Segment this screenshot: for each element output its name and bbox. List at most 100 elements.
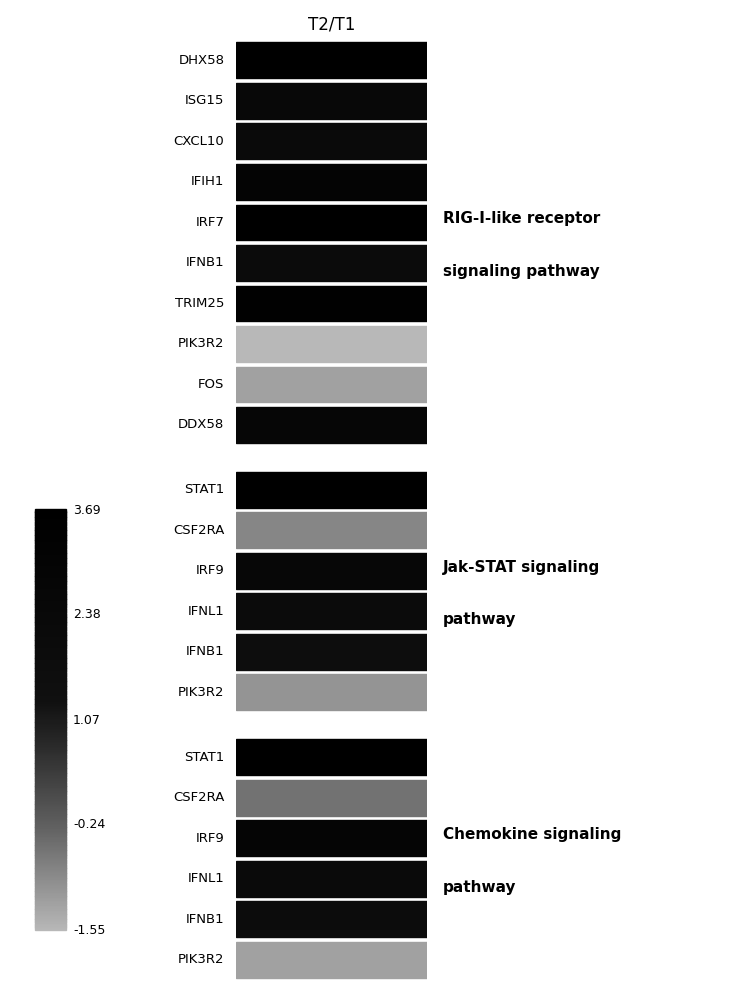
Bar <box>35 699 66 702</box>
Bar <box>35 701 66 704</box>
Text: pathway: pathway <box>443 880 517 895</box>
Bar <box>35 519 66 521</box>
Bar <box>35 672 66 674</box>
Bar <box>35 852 66 855</box>
Bar <box>35 622 66 625</box>
Bar <box>35 596 66 599</box>
Bar <box>35 517 66 520</box>
Bar <box>35 678 66 681</box>
Bar <box>35 855 66 858</box>
Bar <box>35 645 66 648</box>
Text: CSF2RA: CSF2RA <box>173 524 224 537</box>
Bar <box>35 619 66 622</box>
Bar <box>35 868 66 871</box>
Bar <box>35 721 66 723</box>
Bar <box>35 719 66 722</box>
Text: -0.24: -0.24 <box>73 818 105 832</box>
Bar <box>35 611 66 613</box>
Bar <box>35 816 66 818</box>
Text: IFNL1: IFNL1 <box>188 872 224 885</box>
Bar <box>35 514 66 517</box>
Bar <box>35 693 66 695</box>
Bar <box>35 729 66 731</box>
Bar <box>35 511 66 513</box>
Bar <box>35 829 66 832</box>
Bar <box>35 631 66 633</box>
Bar <box>35 509 66 512</box>
Bar <box>35 563 66 566</box>
Bar <box>236 553 427 589</box>
Text: IRF9: IRF9 <box>195 832 224 845</box>
Bar <box>35 540 66 543</box>
Bar <box>35 759 66 761</box>
Bar <box>35 516 66 518</box>
Bar <box>35 634 66 636</box>
Bar <box>35 882 66 884</box>
Bar <box>35 621 66 623</box>
Bar <box>35 742 66 745</box>
Bar <box>35 690 66 692</box>
Bar <box>35 895 66 897</box>
Bar <box>35 562 66 564</box>
Bar <box>35 512 66 515</box>
Bar <box>35 873 66 876</box>
Bar <box>35 911 66 914</box>
Bar <box>35 775 66 777</box>
Text: IFNB1: IFNB1 <box>186 645 224 658</box>
Bar <box>35 667 66 669</box>
Bar <box>35 778 66 781</box>
Bar <box>35 608 66 610</box>
Bar <box>35 657 66 659</box>
Text: DDX58: DDX58 <box>178 418 224 431</box>
Bar <box>35 744 66 746</box>
Bar <box>236 739 427 775</box>
Bar <box>35 786 66 789</box>
Bar <box>35 826 66 828</box>
Bar <box>35 841 66 843</box>
Bar <box>236 83 427 119</box>
Bar <box>35 613 66 615</box>
Text: IFIH1: IFIH1 <box>191 175 224 188</box>
Bar <box>35 598 66 600</box>
Bar <box>35 550 66 553</box>
Bar <box>35 557 66 559</box>
Bar <box>236 123 427 159</box>
Bar <box>35 594 66 597</box>
Bar <box>35 790 66 792</box>
Bar <box>35 880 66 882</box>
Bar <box>35 754 66 756</box>
Bar <box>35 522 66 525</box>
Bar <box>35 796 66 799</box>
Bar <box>35 629 66 631</box>
Bar <box>35 709 66 712</box>
Bar <box>35 736 66 738</box>
Bar <box>236 901 427 937</box>
Bar <box>35 665 66 668</box>
Bar <box>35 542 66 544</box>
Bar <box>35 529 66 531</box>
Bar <box>35 765 66 768</box>
Text: T2/T1: T2/T1 <box>308 16 355 34</box>
Bar <box>35 585 66 587</box>
Bar <box>35 617 66 620</box>
Bar <box>35 924 66 927</box>
Bar <box>35 770 66 772</box>
Bar <box>35 916 66 919</box>
Bar <box>35 890 66 892</box>
Bar <box>35 755 66 758</box>
Bar <box>35 814 66 817</box>
Bar <box>35 695 66 697</box>
Bar <box>35 711 66 713</box>
Bar <box>35 722 66 725</box>
Text: STAT1: STAT1 <box>184 751 224 764</box>
Bar <box>35 870 66 873</box>
Bar <box>35 795 66 797</box>
Text: 3.69: 3.69 <box>73 504 100 516</box>
Bar <box>35 539 66 541</box>
Bar <box>35 586 66 589</box>
Bar <box>35 593 66 595</box>
Bar <box>35 804 66 807</box>
Bar <box>236 512 427 548</box>
Bar <box>35 681 66 684</box>
Bar <box>35 845 66 848</box>
